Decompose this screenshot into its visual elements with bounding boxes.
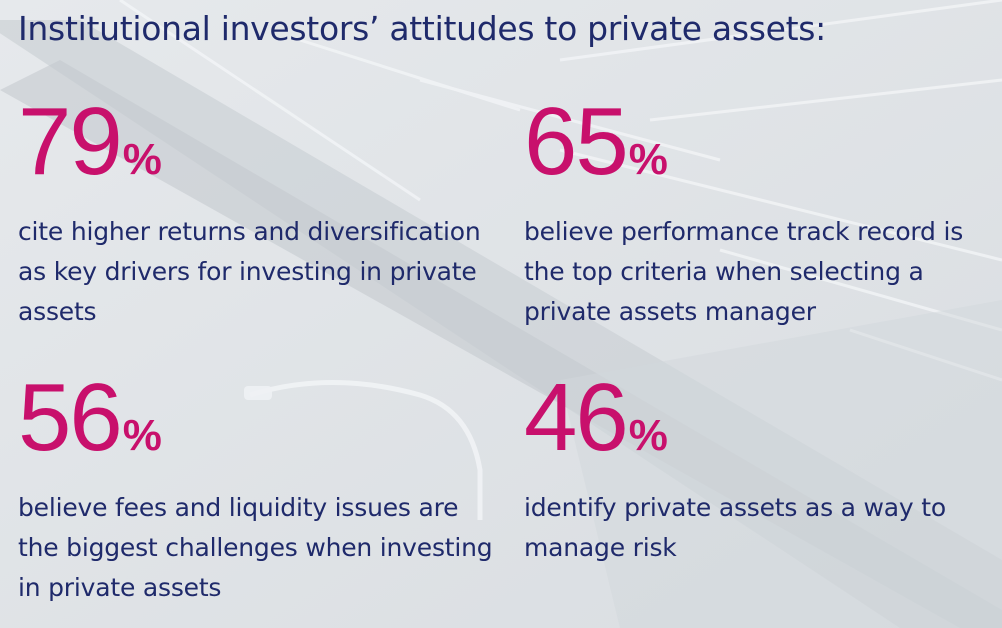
stat-percentage: 46% [524, 368, 999, 478]
stat-manage-risk: 46% identify private assets as a way to … [524, 368, 999, 568]
stat-description: believe fees and liquidity issues are th… [18, 493, 493, 602]
percent-sign: % [122, 411, 162, 460]
stat-value: 65 [524, 88, 629, 195]
stat-description: believe performance track record is the … [524, 217, 964, 326]
percent-sign: % [122, 135, 162, 184]
stat-description: cite higher returns and diversification … [18, 217, 481, 326]
stat-returns-diversification: 79% cite higher returns and diversificat… [18, 92, 493, 332]
percent-sign: % [628, 411, 668, 460]
stat-percentage: 56% [18, 368, 493, 478]
stat-track-record: 65% believe performance track record is … [524, 92, 999, 332]
stat-description: identify private assets as a way to mana… [524, 493, 946, 562]
page-title: Institutional investors’ attitudes to pr… [18, 9, 826, 48]
stat-value: 46 [524, 364, 629, 471]
stat-percentage: 79% [18, 92, 493, 202]
stat-fees-liquidity: 56% believe fees and liquidity issues ar… [18, 368, 493, 608]
stat-value: 56 [18, 364, 123, 471]
stat-value: 79 [18, 88, 123, 195]
stat-percentage: 65% [524, 92, 999, 202]
percent-sign: % [628, 135, 668, 184]
